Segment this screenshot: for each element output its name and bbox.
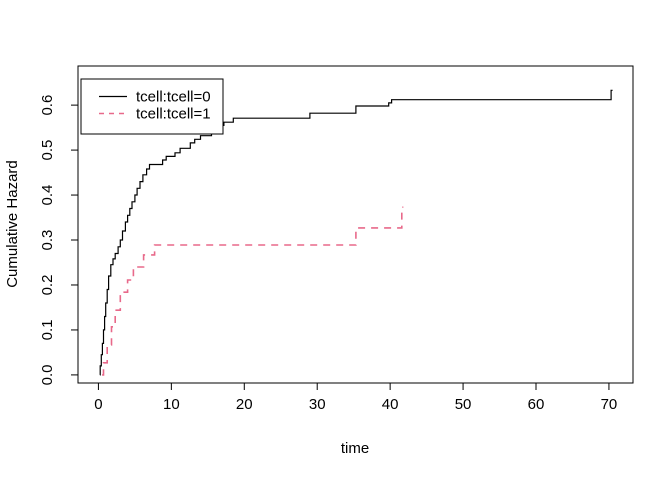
plot-box (77, 65, 634, 384)
legend-box (80, 78, 224, 135)
y-tick-label: 0.3 (39, 230, 56, 251)
x-tick-label: 10 (163, 396, 180, 413)
x-tick-label: 0 (94, 396, 102, 413)
y-tick-label: 0.6 (39, 95, 56, 116)
x-axis-title: time (341, 440, 369, 457)
x-tick-label: 50 (455, 396, 472, 413)
x-tick-label: 70 (601, 396, 618, 413)
y-tick-label: 0.0 (39, 364, 56, 385)
y-tick-label: 0.1 (39, 320, 56, 341)
y-axis-title: Cumulative Hazard (4, 160, 21, 288)
y-tick-label: 0.5 (39, 140, 56, 161)
y-tick-label: 0.2 (39, 275, 56, 296)
x-tick-label: 60 (528, 396, 545, 413)
series-curve-1 (102, 206, 404, 376)
x-tick-label: 30 (309, 396, 326, 413)
x-tick-label: 40 (382, 396, 399, 413)
y-tick-label: 0.4 (39, 185, 56, 206)
legend-label-0: tcell:tcell=0 (136, 89, 211, 106)
series-curve-0 (99, 89, 613, 376)
x-tick-label: 20 (236, 396, 253, 413)
legend-label-1: tcell:tcell=1 (136, 106, 211, 123)
